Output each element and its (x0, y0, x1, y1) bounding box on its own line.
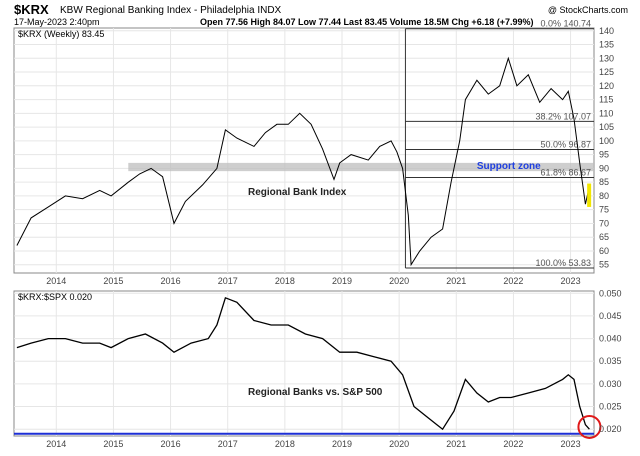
x-tick-label: 2022 (503, 276, 523, 286)
y-tick-label: 130 (599, 53, 614, 63)
y-tick-label: 70 (599, 218, 609, 228)
x-tick-label: 2023 (561, 276, 581, 286)
x-tick-label: 2016 (161, 439, 181, 449)
y-tick-label: 0.030 (599, 379, 622, 389)
y-tick-label: 85 (599, 177, 609, 187)
y-tick-label: 100 (599, 136, 614, 146)
ratio-panel-frame (13, 290, 595, 437)
y-tick-label: 125 (599, 67, 614, 77)
x-tick-label: 2014 (46, 276, 66, 286)
x-tick-label: 2019 (332, 276, 352, 286)
fib-levels: 0.0% 140.74 38.2% 107.07 50.0% 96.87 61.8% … (404, 19, 594, 269)
support-zone-label: Support zone (477, 161, 541, 172)
price-x-axis: 2014 2015 2016 2017 2018 2019 2020 2021 2022 2023 (46, 276, 580, 286)
y-tick-label: 80 (599, 191, 609, 201)
fib-label: 50.0% 96.87 (540, 139, 591, 149)
x-tick-label: 2018 (275, 276, 295, 286)
x-tick-label: 2020 (389, 439, 409, 449)
fib-label: 61.8% 86.67 (540, 168, 591, 178)
y-tick-label: 65 (599, 232, 609, 242)
x-tick-label: 2022 (503, 439, 523, 449)
y-tick-label: 0.045 (599, 311, 622, 321)
x-tick-label: 2014 (46, 439, 66, 449)
ratio-grid (14, 291, 594, 436)
ratio-x-axis: 2014 2015 2016 2017 2018 2019 2020 2021 2022 2023 (46, 439, 580, 449)
x-tick-label: 2019 (332, 439, 352, 449)
x-tick-label: 2021 (446, 439, 466, 449)
y-tick-label: 105 (599, 122, 614, 132)
y-tick-label: 55 (599, 260, 609, 270)
y-tick-label: 0.050 (599, 288, 622, 298)
price-annotation: Regional Bank Index (248, 187, 347, 198)
ratio-y-axis: 0.020 0.025 0.030 0.035 0.040 0.045 0.050 (599, 288, 622, 434)
ratio-series-line (16, 296, 590, 431)
y-tick-label: 0.040 (599, 334, 622, 344)
y-tick-label: 110 (599, 108, 613, 118)
fib-label: 100.0% 53.83 (535, 258, 591, 268)
price-y-axis: 55 60 65 70 75 80 85 90 95 100 105 110 115 120 125 130 1… (599, 26, 614, 270)
price-panel-frame (13, 27, 595, 274)
x-tick-label: 2015 (103, 439, 123, 449)
ratio-legend: $KRX:$SPX 0.020 (18, 292, 92, 302)
symbol: $KRX (14, 2, 49, 17)
y-tick-label: 140 (599, 26, 614, 36)
y-tick-label: 90 (599, 163, 609, 173)
x-tick-label: 2016 (161, 276, 181, 286)
date: 17-May-2023 2:40pm (14, 17, 100, 27)
quote: Open 77.56 High 84.07 Low 77.44 Last 83.… (200, 17, 533, 27)
x-tick-label: 2017 (218, 276, 238, 286)
x-tick-label: 2020 (389, 276, 409, 286)
fib-label: 0.0% 140.74 (540, 19, 591, 29)
fib-label: 38.2% 107.07 (535, 111, 591, 121)
y-tick-label: 75 (599, 205, 609, 215)
x-tick-label: 2023 (561, 439, 581, 449)
copyright: @ StockCharts.com (548, 5, 628, 15)
price-series-line (16, 56, 590, 267)
y-tick-label: 0.035 (599, 356, 622, 366)
price-legend: $KRX (Weekly) 83.45 (18, 29, 104, 39)
x-tick-label: 2017 (218, 439, 238, 449)
highlight-circle (577, 414, 602, 439)
y-tick-label: 120 (599, 81, 614, 91)
y-tick-label: 135 (599, 40, 614, 50)
x-tick-label: 2018 (275, 439, 295, 449)
x-tick-label: 2021 (446, 276, 466, 286)
y-tick-label: 0.025 (599, 402, 622, 412)
support-zone (128, 162, 595, 172)
y-tick-label: 95 (599, 150, 609, 160)
x-tick-label: 2015 (103, 276, 123, 286)
y-tick-label: 60 (599, 246, 609, 256)
highlight-bar (587, 183, 592, 207)
price-grid (14, 28, 594, 273)
y-tick-label: 0.020 (599, 424, 622, 434)
ratio-annotation: Regional Banks vs. S&P 500 (248, 387, 383, 398)
index-name: KBW Regional Banking Index - Philadelphi… (60, 5, 282, 16)
y-tick-label: 115 (599, 95, 613, 105)
